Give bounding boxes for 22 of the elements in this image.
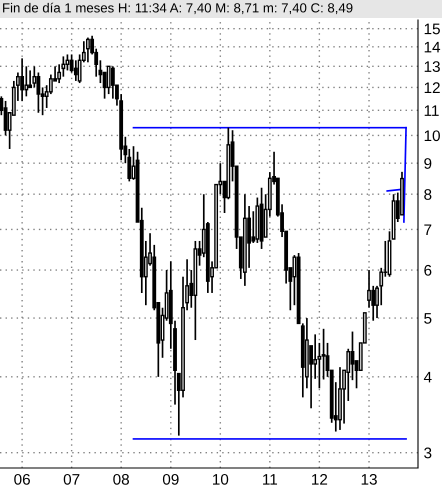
y-tick-label: 3: [424, 448, 432, 458]
y-tick-label: 7: [424, 224, 432, 235]
y-tick-label: 6: [424, 264, 432, 276]
x-tick-label: 10: [213, 474, 228, 485]
x-tick-label: 09: [162, 474, 179, 485]
x-tick-label: 12: [312, 474, 328, 485]
x-tick-label: 06: [14, 474, 30, 485]
y-tick-label: 9: [424, 158, 432, 169]
y-tick-label: 11: [424, 105, 439, 116]
x-tick-label: 13: [362, 474, 377, 485]
y-tick-label: 4: [424, 372, 432, 382]
x-tick-label: 08: [113, 474, 129, 485]
y-tick-label: 5: [424, 313, 432, 324]
y-tick-label: 15: [424, 24, 440, 34]
y-tick-label: 10: [424, 130, 440, 142]
y-tick-label: 8: [424, 189, 432, 200]
x-tick-label: 07: [64, 474, 80, 485]
y-tick-label: 12: [424, 82, 440, 93]
y-tick-label: 13: [424, 61, 440, 72]
x-tick-label: 11: [263, 474, 278, 485]
chart-title: Fin de día 1 meses H: 11:34 A: 7,40 M: 8,71 m: 7,40 C: 8,49: [3, 2, 352, 14]
y-tick-label: 14: [424, 42, 440, 52]
